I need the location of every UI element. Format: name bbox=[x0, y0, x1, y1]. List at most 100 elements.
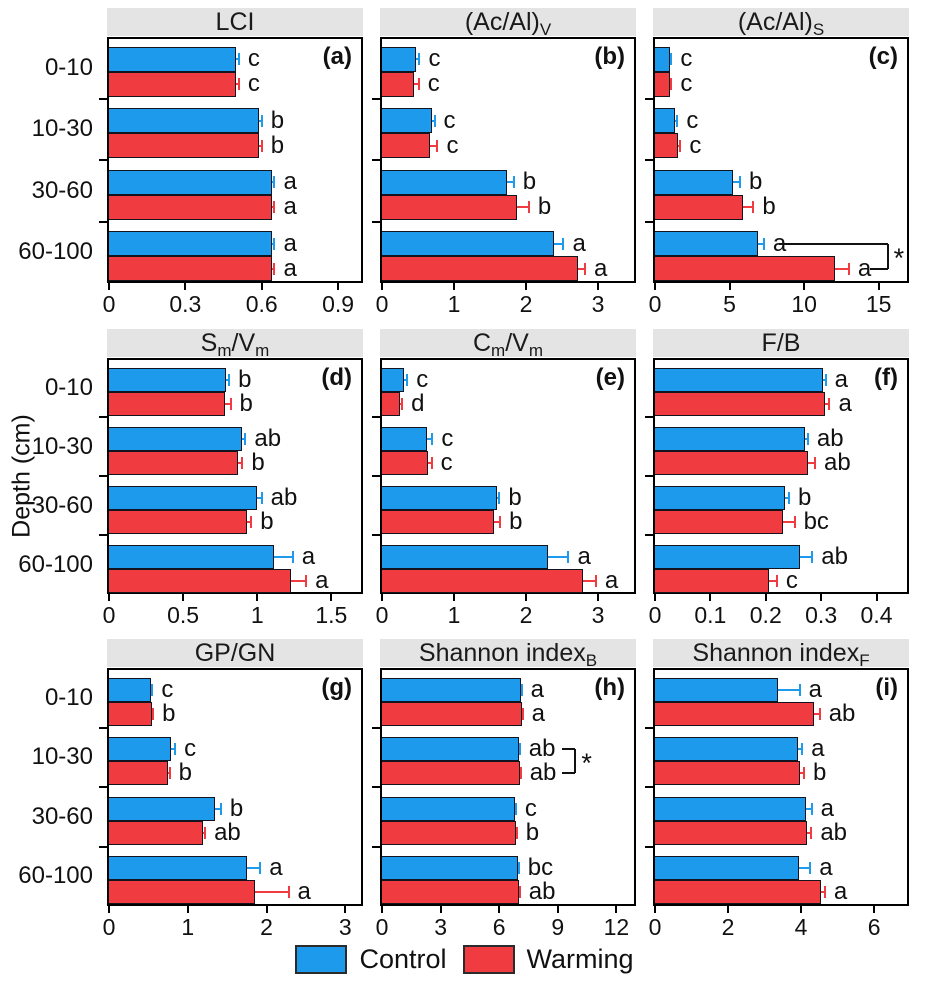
panel-title-subscript: F bbox=[859, 651, 870, 670]
sig-letter: a bbox=[811, 735, 825, 763]
sig-letter: a bbox=[594, 254, 608, 282]
sig-letter: ab bbox=[824, 448, 851, 476]
sig-letter: b bbox=[508, 483, 522, 511]
error-bar-warming bbox=[742, 206, 754, 209]
error-bar-warming bbox=[430, 144, 438, 147]
bar-warming-30-60 bbox=[382, 194, 518, 220]
depth-label-60-100: 60-100 bbox=[18, 238, 93, 266]
error-cap-warming bbox=[515, 826, 518, 839]
error-cap-warming bbox=[527, 201, 530, 214]
error-cap-warming bbox=[430, 456, 433, 469]
bar-control-10-30 bbox=[655, 737, 798, 762]
panel-c-title: (Ac/Al) S bbox=[653, 8, 909, 38]
error-cap-warming bbox=[237, 78, 240, 91]
x-tick bbox=[764, 594, 767, 601]
error-cap-warming bbox=[168, 767, 171, 780]
panel-f-label: (f) bbox=[874, 364, 898, 391]
error-bar-control bbox=[171, 748, 176, 751]
sig-letter: b bbox=[260, 507, 274, 535]
sig-bracket-vertical bbox=[574, 749, 577, 774]
error-cap-control bbox=[228, 373, 231, 386]
y-tick bbox=[372, 726, 380, 729]
x-tick-label: 4 bbox=[794, 914, 808, 940]
x-tick-label: 0.6 bbox=[245, 291, 278, 317]
x-tick bbox=[260, 283, 263, 290]
panel-a-plot: (a) c b a a c b a a bbox=[107, 37, 363, 283]
y-tick bbox=[372, 416, 380, 418]
y-tick bbox=[99, 220, 107, 223]
sig-bracket-top bbox=[778, 242, 888, 245]
sig-letter: a bbox=[834, 365, 848, 393]
error-cap-control bbox=[824, 373, 827, 386]
bar-warming-10-30 bbox=[382, 133, 431, 159]
error-bar-control bbox=[226, 378, 230, 381]
bar-warming-10-30 bbox=[655, 133, 679, 159]
error-bar-warming bbox=[224, 402, 231, 405]
depth-label-30-60: 30-60 bbox=[31, 802, 93, 830]
error-cap-warming bbox=[436, 139, 439, 152]
bar-warming-0-10 bbox=[382, 71, 415, 97]
error-bar-warming bbox=[271, 267, 275, 270]
bar-warming-0-10 bbox=[655, 701, 815, 726]
x-tick-label: 9 bbox=[551, 914, 565, 940]
sig-letter: c bbox=[446, 131, 459, 159]
error-bar-warming bbox=[291, 579, 307, 582]
bar-warming-0-10 bbox=[655, 71, 670, 97]
bar-control-10-30 bbox=[382, 426, 427, 451]
x-tick-label: 3 bbox=[338, 914, 352, 940]
sig-letter: ab bbox=[816, 424, 844, 452]
x-tick bbox=[654, 906, 656, 913]
bar-control-30-60 bbox=[382, 796, 515, 821]
error-cap-control bbox=[433, 114, 436, 127]
error-cap-control bbox=[762, 237, 765, 250]
error-cap-warming bbox=[828, 397, 831, 410]
x-tick bbox=[265, 906, 268, 913]
bar-control-10-30 bbox=[655, 426, 806, 451]
bar-control-0-10 bbox=[109, 677, 151, 702]
error-cap-warming bbox=[287, 886, 290, 899]
bar-warming-30-60 bbox=[382, 820, 516, 845]
panel-h-plot: (h) a ab c bc a ab b ab * bbox=[380, 668, 636, 906]
sig-letter: b bbox=[270, 106, 285, 134]
y-tick bbox=[372, 97, 380, 100]
y-tick bbox=[99, 534, 107, 536]
bar-control-0-10 bbox=[382, 367, 404, 392]
x-tick bbox=[184, 283, 187, 290]
sig-letter: c bbox=[184, 735, 197, 763]
bar-warming-10-30 bbox=[109, 450, 238, 475]
error-cap-warming bbox=[401, 397, 404, 410]
panel-a-label: (a) bbox=[322, 43, 352, 70]
sig-letter: b bbox=[251, 448, 265, 476]
error-cap-control bbox=[518, 743, 521, 756]
sig-letter: b bbox=[162, 699, 176, 727]
error-cap-control bbox=[809, 862, 812, 875]
error-cap-warming bbox=[803, 767, 805, 780]
x-tick bbox=[337, 283, 340, 290]
x-tick-label: 6 bbox=[492, 914, 506, 940]
error-bar-control bbox=[732, 181, 740, 184]
error-bar-warming bbox=[428, 461, 432, 464]
bar-control-60-100 bbox=[109, 544, 274, 569]
x-tick bbox=[344, 906, 347, 913]
x-tick bbox=[381, 594, 383, 601]
error-bar-control bbox=[246, 867, 261, 870]
x-tick-label: 0.5 bbox=[167, 602, 200, 628]
x-tick bbox=[330, 594, 333, 601]
error-cap-control bbox=[418, 53, 421, 66]
error-bar-warming bbox=[414, 83, 419, 86]
error-bar-control bbox=[273, 555, 293, 558]
bar-control-30-60 bbox=[655, 485, 785, 510]
x-tick bbox=[728, 283, 731, 290]
error-bar-control bbox=[823, 378, 826, 381]
y-tick bbox=[99, 475, 107, 477]
error-cap-control bbox=[810, 802, 813, 815]
panel-title-subscript: V bbox=[539, 20, 552, 39]
sig-bracket-bottom bbox=[869, 267, 888, 270]
x-tick-label: 2 bbox=[519, 602, 533, 628]
bar-warming-0-10 bbox=[109, 71, 237, 97]
bar-control-0-10 bbox=[382, 46, 416, 72]
x-tick bbox=[498, 906, 501, 913]
x-tick-label: 0.3 bbox=[169, 291, 202, 317]
error-bar-control bbox=[784, 496, 790, 499]
error-cap-control bbox=[567, 550, 570, 563]
